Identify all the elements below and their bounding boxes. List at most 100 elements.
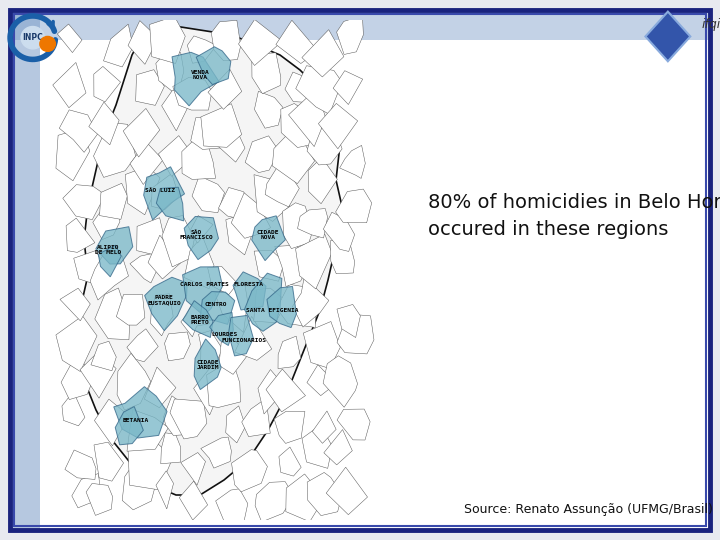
Polygon shape [145,277,187,330]
Polygon shape [104,24,133,67]
Polygon shape [333,71,363,105]
Polygon shape [254,91,283,128]
Polygon shape [165,332,190,361]
Polygon shape [285,72,310,103]
Polygon shape [150,294,174,336]
Polygon shape [181,303,210,337]
Polygon shape [286,474,324,522]
Polygon shape [245,273,282,332]
Polygon shape [645,11,690,62]
Polygon shape [63,185,105,220]
Polygon shape [156,52,184,91]
Polygon shape [94,399,130,446]
Polygon shape [162,215,194,267]
Text: SANTA EFIGENIA: SANTA EFIGENIA [246,307,298,313]
Polygon shape [128,21,158,64]
Polygon shape [187,36,217,63]
Polygon shape [340,145,365,178]
Polygon shape [267,287,297,328]
Polygon shape [289,89,325,146]
Polygon shape [184,236,214,289]
Polygon shape [94,123,135,177]
Polygon shape [246,136,279,173]
Polygon shape [150,16,185,64]
Polygon shape [73,251,104,283]
Polygon shape [337,409,370,440]
Bar [10,10,710,40]
Polygon shape [123,109,160,157]
Polygon shape [278,336,301,369]
Text: BARRO
PRETO: BARRO PRETO [191,315,210,326]
Text: CIDADE
JARDIM: CIDADE JARDIM [197,360,220,370]
Text: CENTRO: CENTRO [204,302,228,307]
Polygon shape [208,69,242,109]
Text: INPC: INPC [22,33,43,42]
Polygon shape [151,173,179,210]
Polygon shape [210,313,233,346]
Polygon shape [295,234,332,289]
Polygon shape [117,353,150,410]
Polygon shape [182,139,215,179]
Polygon shape [161,433,181,464]
Polygon shape [61,362,94,400]
Polygon shape [66,218,95,252]
Text: CIDADE
NOVA: CIDADE NOVA [257,230,279,240]
Polygon shape [307,122,342,165]
Polygon shape [91,341,116,371]
Polygon shape [218,187,252,219]
Polygon shape [65,450,96,480]
Text: PADRE
EUSTAQUIO: PADRE EUSTAQUIO [147,295,181,306]
Polygon shape [302,30,344,77]
Polygon shape [130,142,163,185]
Polygon shape [93,204,120,240]
Polygon shape [302,425,333,468]
Polygon shape [163,396,197,435]
Polygon shape [275,246,308,287]
Polygon shape [252,216,285,261]
Polygon shape [89,102,119,145]
Polygon shape [254,251,284,281]
Polygon shape [337,305,361,338]
Polygon shape [258,369,286,414]
Polygon shape [283,202,313,248]
Polygon shape [60,288,90,321]
Polygon shape [191,115,224,150]
Polygon shape [53,63,86,108]
Polygon shape [265,163,300,207]
Polygon shape [99,183,127,219]
Polygon shape [183,267,222,315]
Polygon shape [226,406,246,443]
Polygon shape [272,127,315,184]
Polygon shape [194,339,221,389]
Polygon shape [130,254,161,283]
Polygon shape [255,482,294,522]
Text: FUNCIONARIOS: FUNCIONARIOS [222,338,266,342]
Polygon shape [307,472,342,516]
Circle shape [21,26,45,49]
Polygon shape [292,275,329,327]
Polygon shape [137,218,164,254]
Polygon shape [58,24,82,52]
Polygon shape [125,166,160,215]
Polygon shape [172,52,219,106]
Polygon shape [231,193,271,238]
Text: 80% of homicidies in Belo Horizonte
occured in these regions: 80% of homicidies in Belo Horizonte occu… [428,193,720,239]
Polygon shape [62,392,85,426]
Polygon shape [216,489,248,528]
Polygon shape [219,335,248,374]
Polygon shape [200,292,235,325]
Polygon shape [144,167,184,220]
Text: LOURDES: LOURDES [211,333,237,338]
Polygon shape [266,369,305,412]
Polygon shape [196,47,231,85]
Polygon shape [127,329,158,362]
Polygon shape [217,130,245,162]
Polygon shape [201,437,231,468]
Polygon shape [94,442,124,481]
Polygon shape [296,66,342,114]
Polygon shape [336,189,372,223]
Polygon shape [323,356,358,407]
Polygon shape [86,483,112,515]
Polygon shape [281,104,312,147]
Polygon shape [226,213,252,255]
